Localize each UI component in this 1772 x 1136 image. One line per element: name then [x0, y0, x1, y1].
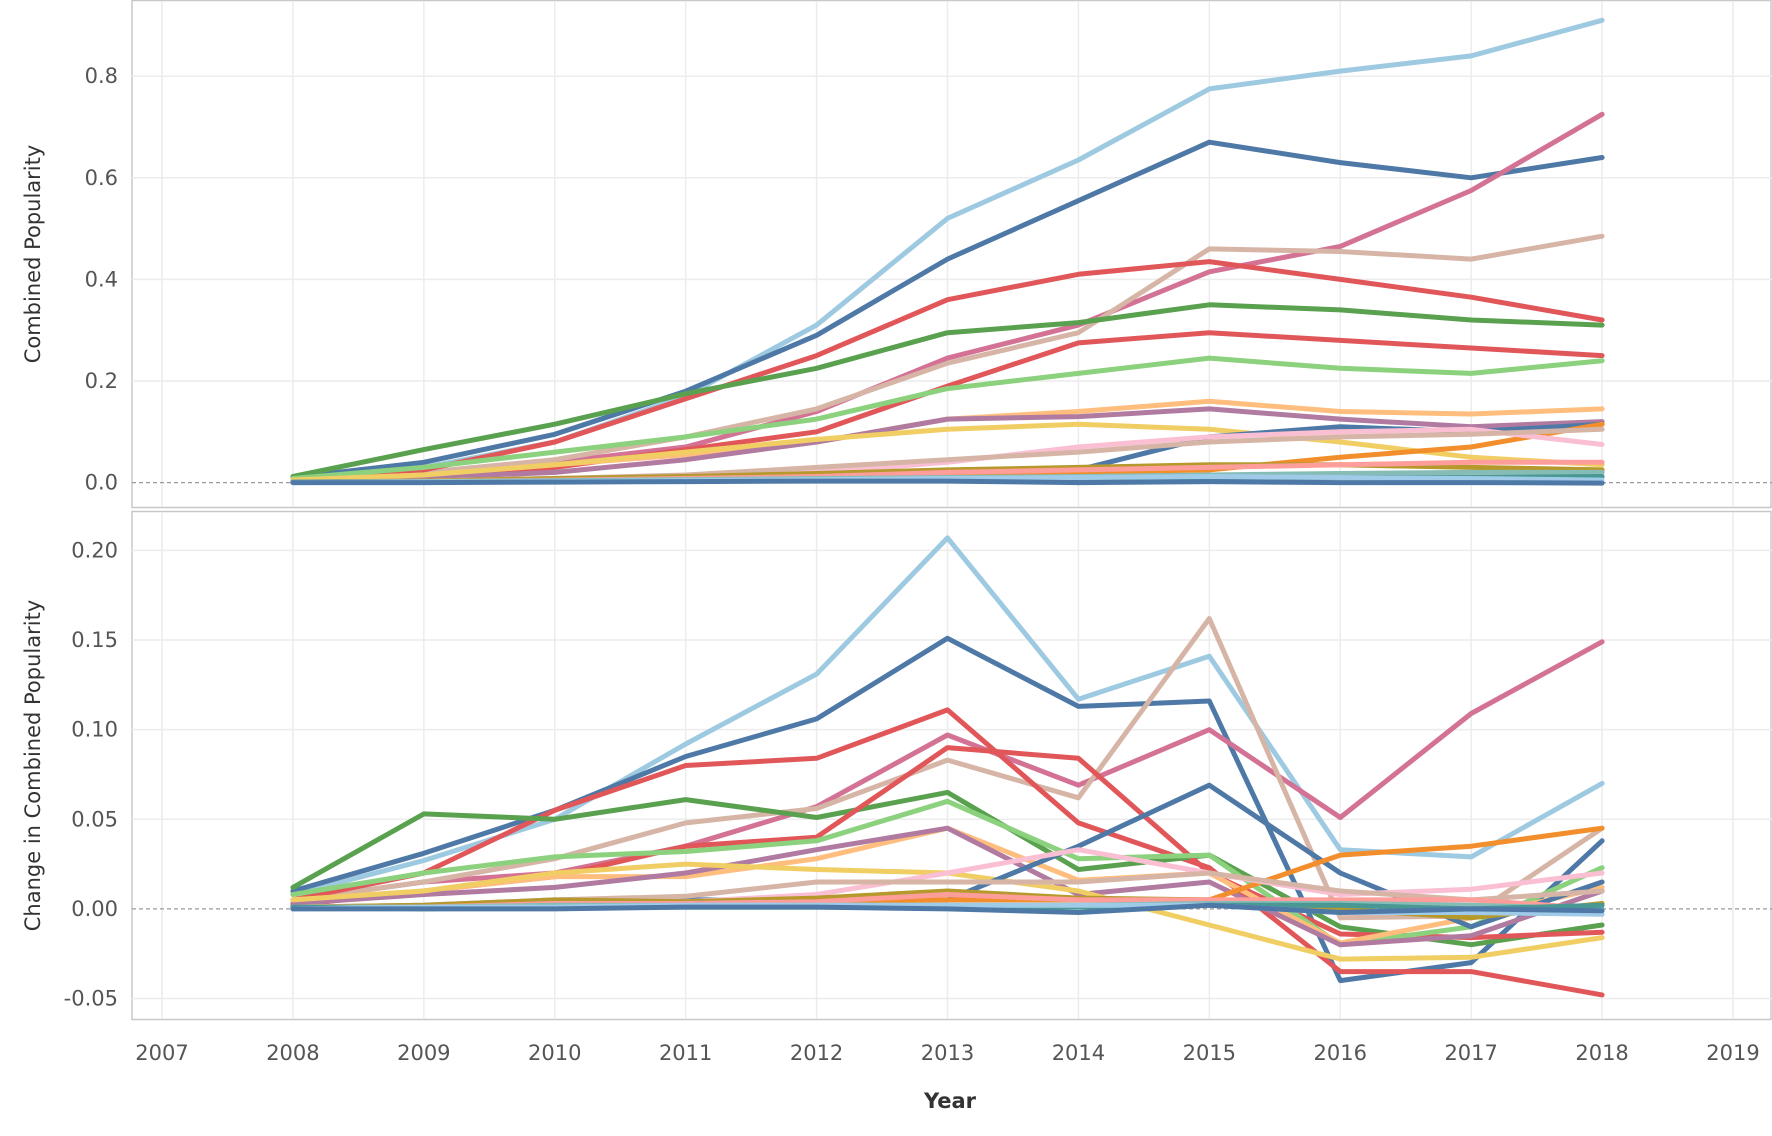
- x-tick-label: 2012: [790, 1041, 843, 1065]
- series-line-5: [290, 259, 1605, 483]
- y-tick-label: 0.00: [71, 897, 118, 921]
- x-tick-label: 2016: [1314, 1041, 1367, 1065]
- series-line-4: [290, 616, 1605, 921]
- x-tick-label: 2018: [1575, 1041, 1628, 1065]
- x-tick-label: 2014: [1052, 1041, 1105, 1065]
- x-tick-label: 2013: [921, 1041, 974, 1065]
- series-line-21: [290, 902, 1605, 915]
- x-tick-label: 2017: [1444, 1041, 1497, 1065]
- x-axis-title: Year: [923, 1089, 977, 1113]
- series-line-8: [290, 798, 1605, 948]
- series-line-2: [290, 635, 1605, 984]
- series-line-8: [290, 355, 1605, 481]
- series-line-4: [290, 233, 1605, 483]
- series-line-2: [290, 139, 1605, 480]
- series-line-6: [290, 302, 1605, 479]
- change-in-popularity-panel: -0.05 0.00 0.05 0.10 0.15 0.20 Change in Combi…: [21, 510, 1772, 1021]
- y-tick-label: -0.05: [64, 986, 118, 1010]
- x-tick-label: 2007: [135, 1041, 188, 1065]
- y-tick-label: 0.2: [85, 369, 118, 393]
- y-tick-label: 0.20: [71, 538, 118, 562]
- x-tick-label: 2009: [397, 1041, 450, 1065]
- y-tick-label: 0.0: [85, 471, 118, 495]
- y-tick-label: 0.6: [85, 166, 118, 190]
- y-tick-label: 0.05: [71, 807, 118, 831]
- series-line-11: [290, 421, 1605, 483]
- y-tick-label: 0.10: [71, 718, 118, 742]
- series-line-10: [290, 406, 1605, 484]
- x-tick-label: 2019: [1706, 1041, 1759, 1065]
- series-line-5: [290, 707, 1605, 998]
- y-tick-label: 0.4: [85, 267, 118, 291]
- x-axis: 2007 2008 2009 2010 2011 2012 2013 2014 2015 2016…: [135, 1041, 1759, 1113]
- y-tick-label: 0.8: [85, 64, 118, 88]
- y-axis-title: Combined Popularity: [21, 145, 45, 364]
- x-tick-label: 2015: [1183, 1041, 1236, 1065]
- series-line-21: [290, 478, 1605, 486]
- x-tick-label: 2011: [659, 1041, 712, 1065]
- panel-frame: [131, 510, 1772, 1021]
- combined-popularity-panel: 0.0 0.2 0.4 0.6 0.8 Combined Popularity: [21, 0, 1772, 509]
- x-tick-label: 2008: [266, 1041, 319, 1065]
- x-tick-label: 2010: [528, 1041, 581, 1065]
- y-tick-label: 0.15: [71, 628, 118, 652]
- series-line-10: [290, 825, 1605, 948]
- y-axis-title: Change in Combined Popularity: [21, 600, 45, 932]
- series-line-3: [290, 639, 1605, 903]
- panel-frame: [131, 0, 1772, 509]
